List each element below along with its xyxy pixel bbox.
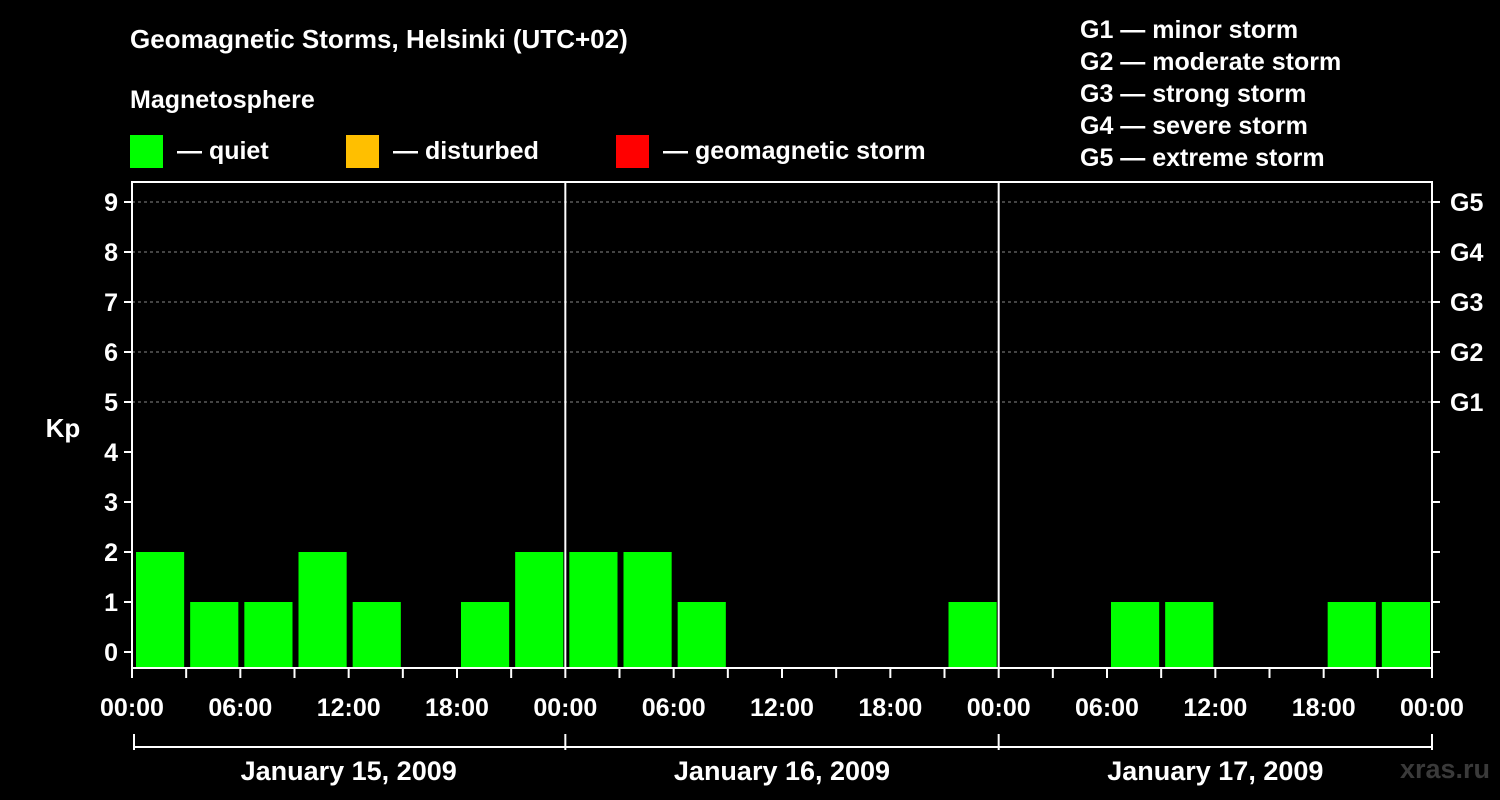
watermark: xras.ru bbox=[1399, 754, 1490, 784]
x-tick-label: 00:00 bbox=[533, 694, 597, 722]
y-axis-label: Kp bbox=[46, 413, 81, 443]
magnetosphere-subtitle: Magnetosphere bbox=[130, 86, 315, 114]
kp-bar-partial bbox=[1416, 602, 1428, 668]
kp-bar bbox=[569, 552, 618, 668]
kp-bar bbox=[1327, 602, 1376, 668]
kp-bar bbox=[1165, 602, 1214, 668]
x-tick-label: 06:00 bbox=[642, 694, 706, 722]
y-tick-label: 8 bbox=[104, 239, 118, 267]
legend-disturbed: — disturbed bbox=[346, 134, 539, 168]
storm-scale-g3: G3 — strong storm bbox=[1080, 80, 1307, 108]
kp-bar bbox=[244, 602, 293, 668]
x-tick-label: 18:00 bbox=[425, 694, 489, 722]
kp-bar bbox=[515, 552, 564, 668]
x-tick-label: 18:00 bbox=[1292, 694, 1356, 722]
y-tick-label: 4 bbox=[104, 439, 118, 467]
day-label: January 17, 2009 bbox=[1107, 756, 1323, 786]
legend-disturbed-label: — disturbed bbox=[393, 136, 539, 165]
g-scale-label: G5 bbox=[1450, 189, 1483, 217]
storm-scale-g5: G5 — extreme storm bbox=[1080, 144, 1325, 172]
y-tick-label: 5 bbox=[104, 389, 118, 417]
day-label: January 15, 2009 bbox=[241, 756, 457, 786]
kp-bar bbox=[190, 602, 239, 668]
legend-storm-swatch bbox=[616, 134, 649, 168]
kp-bar bbox=[461, 602, 510, 668]
y-tick-label: 2 bbox=[104, 539, 118, 567]
x-tick-label: 00:00 bbox=[100, 694, 164, 722]
x-tick-label: 12:00 bbox=[1183, 694, 1247, 722]
x-tick-label: 06:00 bbox=[208, 694, 272, 722]
y-tick-label: 6 bbox=[104, 339, 118, 367]
kp-bar bbox=[948, 602, 997, 668]
legend-quiet-label: — quiet bbox=[177, 136, 269, 165]
y-tick-label: 3 bbox=[104, 489, 118, 517]
kp-bar bbox=[1111, 602, 1160, 668]
legend-storm-label: — geomagnetic storm bbox=[663, 136, 926, 165]
kp-bar bbox=[298, 552, 347, 668]
kp-bar bbox=[352, 602, 401, 668]
storm-scale-g1: G1 — minor storm bbox=[1080, 16, 1299, 44]
chart-title: Geomagnetic Storms, Helsinki (UTC+02) bbox=[130, 24, 628, 54]
legend-storm: — geomagnetic storm bbox=[616, 134, 926, 168]
kp-bar bbox=[136, 552, 185, 668]
day-label: January 16, 2009 bbox=[674, 756, 890, 786]
legend-quiet-swatch bbox=[130, 134, 163, 168]
kp-bar bbox=[677, 602, 726, 668]
g-scale-label: G1 bbox=[1450, 389, 1483, 417]
storm-scale-g2: G2 — moderate storm bbox=[1080, 48, 1342, 76]
x-tick-label: 00:00 bbox=[967, 694, 1031, 722]
y-tick-label: 0 bbox=[104, 639, 118, 667]
y-tick-label: 9 bbox=[104, 189, 118, 217]
legend-disturbed-swatch bbox=[346, 134, 379, 168]
legend-quiet: — quiet bbox=[130, 134, 269, 168]
x-tick-label: 00:00 bbox=[1400, 694, 1464, 722]
g-scale-label: G2 bbox=[1450, 339, 1483, 367]
kp-bar bbox=[623, 552, 672, 668]
x-tick-label: 12:00 bbox=[750, 694, 814, 722]
g-scale-label: G3 bbox=[1450, 289, 1483, 317]
g-scale-label: G4 bbox=[1450, 239, 1483, 267]
x-tick-label: 18:00 bbox=[858, 694, 922, 722]
x-tick-label: 12:00 bbox=[317, 694, 381, 722]
storm-scale-g4: G4 — severe storm bbox=[1080, 112, 1308, 140]
x-tick-label: 06:00 bbox=[1075, 694, 1139, 722]
y-tick-label: 7 bbox=[104, 289, 118, 317]
storm-scale-legend: G1 — minor storm G2 — moderate storm G3 … bbox=[1080, 14, 1341, 174]
y-tick-label: 1 bbox=[104, 589, 118, 617]
